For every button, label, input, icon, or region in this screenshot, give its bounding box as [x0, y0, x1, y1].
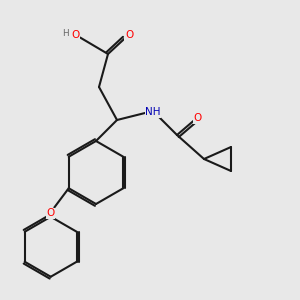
Text: O: O: [194, 113, 202, 123]
Text: O: O: [46, 208, 55, 218]
Text: NH: NH: [145, 107, 161, 117]
Text: H: H: [62, 29, 69, 38]
Text: O: O: [125, 31, 133, 40]
Text: O: O: [71, 31, 79, 40]
